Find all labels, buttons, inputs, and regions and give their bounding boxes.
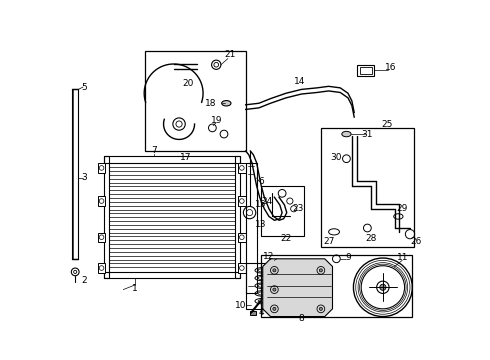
Bar (235, 156, 240, 278)
Ellipse shape (221, 100, 231, 106)
Text: 28: 28 (366, 234, 377, 243)
Bar (98, 163, 105, 172)
Circle shape (319, 307, 322, 310)
Circle shape (273, 269, 276, 272)
Text: 1: 1 (132, 284, 138, 293)
Text: 16: 16 (385, 63, 396, 72)
Text: 24: 24 (261, 197, 272, 206)
Bar (245, 263, 278, 309)
Text: 9: 9 (345, 253, 351, 262)
Text: 27: 27 (323, 237, 334, 246)
Bar (245, 163, 257, 293)
Circle shape (273, 288, 276, 291)
Bar (104, 156, 108, 278)
Bar (145, 51, 245, 151)
Text: 3: 3 (82, 174, 87, 183)
Text: 19: 19 (211, 116, 222, 125)
Text: 22: 22 (280, 234, 292, 243)
Bar (238, 197, 245, 206)
Circle shape (380, 284, 386, 291)
Text: 12: 12 (263, 252, 274, 261)
Text: 31: 31 (362, 130, 373, 139)
Bar (261, 255, 412, 316)
Text: 8: 8 (298, 314, 304, 323)
Text: 2: 2 (82, 276, 87, 285)
Text: 11: 11 (396, 253, 408, 262)
Bar (249, 311, 256, 315)
Bar (360, 67, 372, 74)
Text: 6: 6 (258, 177, 264, 186)
Text: 5: 5 (82, 82, 87, 91)
Ellipse shape (342, 131, 351, 137)
Text: 13: 13 (255, 220, 267, 229)
Bar (238, 163, 245, 172)
Text: 17: 17 (179, 153, 191, 162)
Bar (104, 272, 240, 278)
Bar (104, 156, 240, 163)
Bar (98, 197, 105, 206)
Text: 30: 30 (331, 153, 342, 162)
Circle shape (319, 269, 322, 272)
Text: 29: 29 (396, 204, 408, 213)
Text: 18: 18 (205, 99, 216, 108)
Text: 7: 7 (151, 147, 157, 156)
Bar (98, 233, 105, 242)
Text: 10: 10 (235, 301, 247, 310)
Text: 4: 4 (258, 308, 264, 317)
Text: 26: 26 (411, 237, 422, 246)
Bar (261, 186, 304, 236)
Bar (72, 89, 78, 259)
Polygon shape (263, 259, 333, 316)
Bar (357, 65, 374, 76)
Text: 25: 25 (381, 120, 392, 129)
Text: 20: 20 (182, 79, 193, 88)
Text: 23: 23 (292, 204, 303, 213)
Bar (98, 264, 105, 273)
Bar (321, 128, 414, 247)
Text: 21: 21 (224, 50, 236, 59)
Bar (238, 264, 245, 273)
Text: 15: 15 (255, 201, 267, 210)
Bar (238, 233, 245, 242)
Circle shape (273, 307, 276, 310)
Text: 14: 14 (294, 77, 306, 86)
